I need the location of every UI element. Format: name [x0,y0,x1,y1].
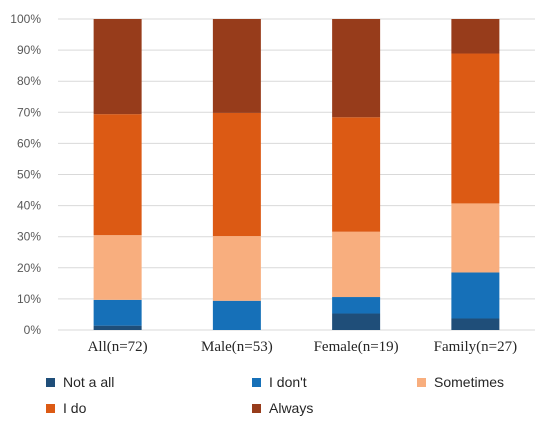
bar-segment [212,300,261,330]
y-axis-ticks: 0% 10% 20% 30% 40% 50% 60% 70% 80% 90% 100% [10,12,41,337]
y-tick-label: 80% [17,74,41,88]
y-tick-label: 50% [17,168,41,182]
bar-segment [93,114,142,236]
y-tick-label: 40% [17,199,41,213]
bar-segment [212,19,261,113]
x-tick-label: Family(n=27) [434,339,517,355]
bar-segment [451,19,500,54]
bar-segment [212,236,261,301]
bar-segment [332,231,381,298]
bar-segment [93,19,142,115]
legend-swatch [46,404,55,413]
bar-segment [332,297,381,314]
y-tick-label: 60% [17,136,41,150]
y-tick-label: 30% [17,230,41,244]
legend-label: Always [269,400,313,416]
bar-segment [332,19,381,118]
bar-segment [212,112,261,237]
bar-segment [332,117,381,232]
bar-segment [93,325,142,330]
x-tick-label: Female(n=19) [314,339,399,355]
bar-segment [451,53,500,204]
legend-label: I don't [269,374,307,390]
bar-segment [93,299,142,326]
bar-segment [451,318,500,330]
bars [93,19,500,330]
legend-swatch [252,404,261,413]
legend: Not a all I don't Sometimes I do Always [46,374,504,416]
bar-segment [451,203,500,273]
x-tick-label: All(n=72) [88,339,148,355]
legend-swatch [417,378,426,387]
bar-segment [93,235,142,300]
legend-label: Sometimes [434,374,504,390]
legend-swatch [252,378,261,387]
legend-swatch [46,378,55,387]
x-axis-ticks: All(n=72) Male(n=53) Female(n=19) Family(n=… [88,339,518,355]
y-tick-label: 0% [24,323,42,337]
bar-segment [451,272,500,319]
legend-label: I do [63,400,87,416]
y-tick-label: 70% [17,105,41,119]
y-tick-label: 10% [17,292,41,306]
bar-segment [332,313,381,330]
x-tick-label: Male(n=53) [201,339,273,355]
legend-label: Not a all [63,374,114,390]
y-tick-label: 90% [17,43,41,57]
y-tick-label: 20% [17,261,41,275]
y-tick-label: 100% [10,12,41,26]
